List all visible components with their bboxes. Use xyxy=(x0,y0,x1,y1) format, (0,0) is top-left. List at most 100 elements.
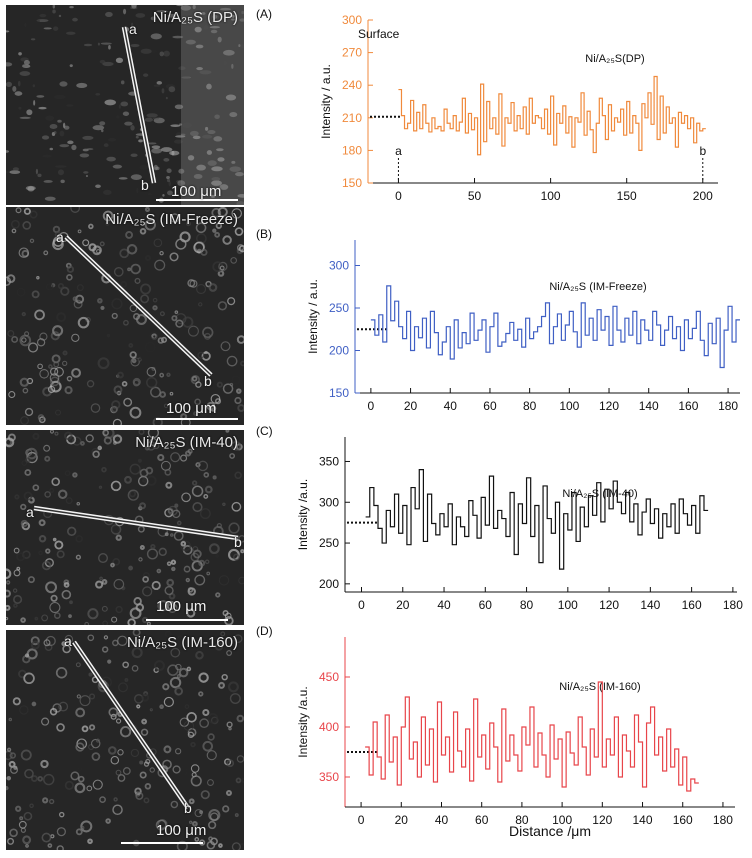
x-tick-label: 60 xyxy=(483,399,497,413)
surface-annotation: Surface xyxy=(358,27,400,41)
x-tick-label: 140 xyxy=(633,813,653,827)
y-tick-label: 300 xyxy=(319,495,339,509)
y-tick-label: 240 xyxy=(342,78,362,92)
series-line xyxy=(365,681,699,792)
x-tick-label: 0 xyxy=(358,598,365,612)
x-tick-label: 60 xyxy=(475,813,489,827)
x-tick-label: 180 xyxy=(713,813,733,827)
line-end-label: b xyxy=(141,177,149,193)
line-end-label: b xyxy=(184,800,192,816)
x-tick-label: 0 xyxy=(368,399,375,413)
y-axis-label: Intensity / a.u. xyxy=(306,279,320,354)
x-tick-label: 50 xyxy=(468,189,482,203)
x-tick-label: 120 xyxy=(599,598,619,612)
x-tick-label: 40 xyxy=(435,813,449,827)
x-tick-label: 100 xyxy=(541,189,561,203)
x-tick-label: 120 xyxy=(599,399,619,413)
y-tick-label: 350 xyxy=(319,454,339,468)
x-axis-label: Distance /μm xyxy=(509,823,591,839)
x-tick-label: 160 xyxy=(673,813,693,827)
series-label: Ni/A₂₅S (IM-160) xyxy=(559,681,640,693)
chart-panel: 200 250 300 350 0 20 40 60 80 100 120 140 160 180 Inte… xyxy=(256,424,743,612)
sem-image-title: Ni/A₂₅S (IM-40) xyxy=(135,434,238,451)
y-axis-label: Intensity /a.u. xyxy=(296,686,310,757)
panel-label: (A) xyxy=(256,7,272,21)
x-tick-label: 60 xyxy=(479,598,493,612)
x-tick-label: 200 xyxy=(693,189,713,203)
x-tick-label: 160 xyxy=(682,598,702,612)
y-tick-label: 150 xyxy=(329,386,349,400)
y-tick-label: 350 xyxy=(319,770,339,784)
line-start-label: a xyxy=(64,633,72,649)
x-tick-label: 20 xyxy=(396,598,410,612)
y-tick-label: 200 xyxy=(329,344,349,358)
scale-bar-label: 100 μm xyxy=(156,598,207,615)
y-tick-label: 150 xyxy=(342,176,362,190)
line-start-label: a xyxy=(26,504,34,520)
marker-b-label: b xyxy=(699,144,706,158)
sem-image-dp: Ni/A₂₅S (DP) a b 100 μm xyxy=(6,5,244,205)
y-tick-label: 210 xyxy=(342,111,362,125)
sem-image-title: Ni/A₂₅S (DP) xyxy=(152,9,238,26)
x-tick-label: 0 xyxy=(395,189,402,203)
sem-image-im-freeze: Ni/A₂₅S (IM-Freeze) a b 100 μm xyxy=(6,207,244,425)
sem-texture xyxy=(6,207,244,425)
panel-label: (B) xyxy=(256,227,272,241)
line-end-label: b xyxy=(204,373,212,389)
x-tick-label: 40 xyxy=(437,598,451,612)
scale-bar-label: 100 μm xyxy=(171,183,222,200)
sem-texture xyxy=(6,630,244,850)
line-end-label: b xyxy=(234,534,242,550)
x-tick-label: 140 xyxy=(639,399,659,413)
sem-image-title: Ni/A₂₅S (IM-160) xyxy=(126,634,238,651)
sem-image-title: Ni/A₂₅S (IM-Freeze) xyxy=(105,211,238,228)
y-tick-label: 300 xyxy=(342,13,362,27)
series-label: Ni/A₂₅S (IM-Freeze) xyxy=(549,281,646,293)
marker-a-label: a xyxy=(395,144,402,158)
series-line xyxy=(370,285,740,369)
x-tick-label: 150 xyxy=(617,189,637,203)
y-axis-label: Intensity /a.u. xyxy=(296,479,310,550)
x-tick-label: 180 xyxy=(723,598,743,612)
x-tick-label: 100 xyxy=(559,399,579,413)
series-line xyxy=(398,75,706,156)
series-line xyxy=(365,469,709,570)
y-tick-label: 250 xyxy=(319,536,339,550)
x-tick-label: 20 xyxy=(404,399,418,413)
y-tick-label: 450 xyxy=(319,670,339,684)
panel-label: (C) xyxy=(256,424,273,438)
sem-image-im-40: Ni/A₂₅S (IM-40) a b 100 μm xyxy=(6,430,244,625)
x-tick-label: 0 xyxy=(358,813,365,827)
y-tick-label: 180 xyxy=(342,143,362,157)
line-start-label: a xyxy=(56,229,64,245)
series-label: Ni/A₂₅S (IM-40) xyxy=(562,488,637,500)
y-tick-label: 300 xyxy=(329,259,349,273)
x-tick-label: 80 xyxy=(515,813,529,827)
sem-image-im-160: Ni/A₂₅S (IM-160) a b 100 μm xyxy=(6,630,244,850)
scale-bar-label: 100 μm xyxy=(156,822,207,839)
series-label: Ni/A₂₅S(DP) xyxy=(585,53,644,65)
y-tick-label: 400 xyxy=(319,720,339,734)
chart-panel: 150 200 250 300 0 20 40 60 80 100 120 140 160 180 Inte… xyxy=(256,227,740,413)
panel-label: (D) xyxy=(256,624,273,638)
x-tick-label: 160 xyxy=(678,399,698,413)
y-tick-label: 270 xyxy=(342,46,362,60)
x-tick-label: 80 xyxy=(523,399,537,413)
scale-bar-label: 100 μm xyxy=(166,400,217,417)
x-tick-label: 40 xyxy=(444,399,458,413)
x-tick-label: 100 xyxy=(552,813,572,827)
x-tick-label: 140 xyxy=(640,598,660,612)
x-tick-label: 120 xyxy=(592,813,612,827)
y-axis-label: Intensity / a.u. xyxy=(319,64,333,139)
x-tick-label: 20 xyxy=(395,813,409,827)
sem-texture xyxy=(6,430,244,625)
x-tick-label: 100 xyxy=(558,598,578,612)
x-tick-label: 80 xyxy=(520,598,534,612)
chart-panel: 150 180 210 240 270 300 0 50 100 150 200 Intensity … xyxy=(256,7,718,203)
line-start-label: a xyxy=(129,21,137,37)
y-tick-label: 250 xyxy=(329,301,349,315)
y-tick-label: 200 xyxy=(319,577,339,591)
x-tick-label: 180 xyxy=(718,399,738,413)
chart-panel: 350 400 450 0 20 40 60 80 100 120 140 160 180 Intensi… xyxy=(256,624,735,827)
